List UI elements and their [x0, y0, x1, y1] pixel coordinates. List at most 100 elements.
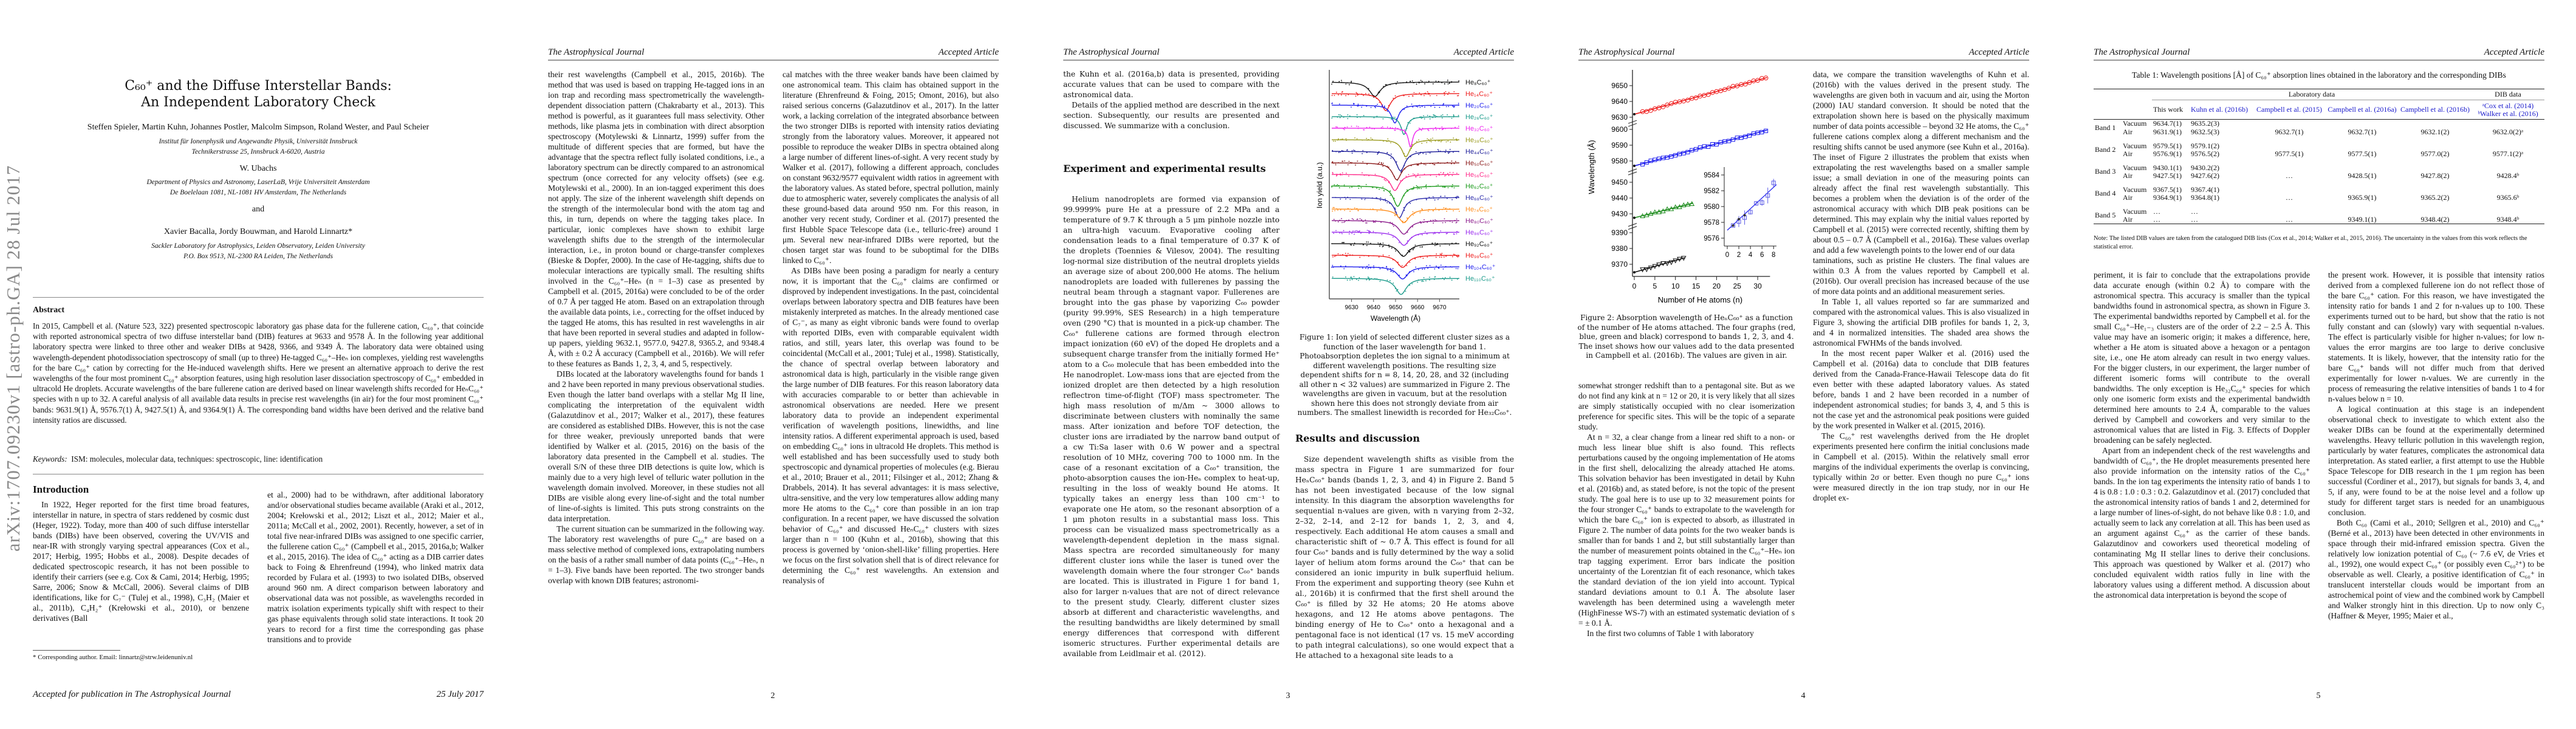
- series-data-point: [1433, 103, 1434, 104]
- series-data-point: [1439, 174, 1440, 176]
- table-header-cox-2014[interactable]: ᵃCox et al. (2014): [2482, 101, 2534, 110]
- series-data-point: [1392, 236, 1394, 238]
- data-point: [1644, 160, 1649, 165]
- series-data-point: [1429, 276, 1430, 278]
- series-data-point: [1381, 163, 1382, 164]
- series-data-point: [1352, 230, 1354, 232]
- series-data-point: [1395, 127, 1396, 129]
- y-tick-label: 9590: [1611, 141, 1628, 149]
- axis-break-mark: [1628, 223, 1637, 230]
- series-data-point: [1382, 118, 1384, 120]
- inset-data-point: [1759, 200, 1764, 205]
- series-data-point: [1343, 242, 1345, 244]
- keywords: Keywords: ISM: molecules, molecular data…: [33, 454, 323, 464]
- series-data-point: [1443, 207, 1445, 208]
- series-data-point: [1351, 80, 1352, 82]
- series-data-point: [1434, 245, 1436, 246]
- column-right: et al., 2000) had to be withdrawn, after…: [267, 490, 484, 645]
- series-data-point: [1387, 269, 1389, 271]
- figure-1-caption: Figure 1: Ion yield of selected differen…: [1297, 333, 1512, 417]
- series-data-point: [1456, 139, 1458, 140]
- paragraph: data, we compare the transition waveleng…: [1813, 70, 2029, 255]
- series-data-point: [1365, 93, 1366, 94]
- series-data-point: [1392, 259, 1394, 261]
- page-number: 2: [770, 691, 775, 700]
- page-2: The Astrophysical Journal Accepted Articl…: [515, 0, 1030, 729]
- series-data-point: [1379, 198, 1380, 200]
- series-data-point: [1442, 114, 1444, 115]
- table-header-walker-2016[interactable]: ᵇWalker et al. (2016): [2478, 109, 2538, 118]
- table-header-kuhn-2016b[interactable]: Kuhn et al. (2016b): [2191, 105, 2248, 114]
- arxiv-stamp[interactable]: arXiv:1707.09230v1 [astro-ph.GA] 28 Jul …: [2, 165, 24, 552]
- series-data-point: [1445, 222, 1446, 224]
- series-data-point: [1400, 169, 1402, 171]
- series-data-point: [1361, 106, 1363, 108]
- data-point: [1656, 209, 1662, 214]
- series-data-point: [1369, 95, 1371, 97]
- series-data-point: [1343, 185, 1345, 187]
- figure-1-ion-yield-plot: 9630 9640 9650 9660 9670 Wavelength (Å) Ion yi…: [1315, 70, 1496, 323]
- medium-label: Vacuum: [2123, 141, 2147, 150]
- series-data-point: [1337, 126, 1338, 128]
- series-data-point: [1351, 162, 1352, 164]
- table-header-campbell-2016a[interactable]: Campbell et al. (2016a): [2328, 105, 2397, 114]
- series-data-point: [1441, 129, 1443, 131]
- series-data-point: [1334, 207, 1335, 208]
- table-header-dib-refs[interactable]: ᵃCox et al. (2014) ᵇWalker et al. (2016): [2472, 100, 2544, 120]
- series-fit-curve: [1332, 104, 1459, 124]
- series-data-point: [1404, 156, 1405, 157]
- series-data-point: [1417, 281, 1419, 283]
- medium-label: Air: [2123, 214, 2132, 224]
- series-data-point: [1438, 210, 1440, 211]
- series-data-point: [1372, 231, 1374, 232]
- series-data-point: [1434, 106, 1436, 108]
- series-data-point: [1436, 95, 1437, 97]
- table-row: Band 4 Vacuum 9367.5(1) 9367.4(1): [2094, 183, 2544, 197]
- inset-campbell-point: [1738, 217, 1741, 221]
- data-point: [1705, 92, 1711, 97]
- series-data-point: [1383, 106, 1385, 108]
- series-data-point: [1383, 140, 1384, 142]
- series-data-point: [1335, 255, 1337, 256]
- data-point: [1714, 142, 1719, 147]
- series-data-point: [1380, 127, 1382, 129]
- series-data-point: [1334, 184, 1335, 186]
- series-data-point: [1447, 80, 1448, 81]
- data-point: [1652, 209, 1658, 214]
- x-tick-label: 30: [1753, 282, 1762, 290]
- series-data-point: [1435, 255, 1437, 256]
- data-point: [1677, 204, 1682, 210]
- series-data-point: [1331, 243, 1332, 245]
- fit-line: [1634, 77, 1767, 115]
- extrapolated-rest-wavelength-point: [1633, 165, 1636, 168]
- series-data-point: [1442, 117, 1443, 119]
- series-data-point: [1427, 210, 1429, 212]
- series-data-point: [1444, 218, 1445, 220]
- series-data-point: [1415, 234, 1416, 236]
- series-data-point: [1340, 139, 1342, 140]
- data-point: [1660, 104, 1666, 109]
- series-data-point: [1419, 212, 1421, 214]
- series-data-point: [1392, 268, 1394, 270]
- series-data-point: [1337, 253, 1339, 255]
- data-point: [1669, 101, 1674, 106]
- series-data-point: [1448, 82, 1450, 84]
- series-data-point: [1453, 210, 1454, 211]
- series-data-point: [1449, 208, 1451, 210]
- series-data-point: [1343, 230, 1345, 231]
- table-header-campbell-2016b[interactable]: Campbell et al. (2016b): [2400, 105, 2470, 114]
- series-data-point: [1345, 95, 1347, 97]
- series-data-point: [1412, 81, 1414, 83]
- table-cell: 9579.5(1): [2153, 141, 2182, 150]
- series-data-point: [1336, 208, 1338, 210]
- series-data-point: [1390, 153, 1392, 155]
- series-data-point: [1423, 222, 1425, 223]
- table-header-campbell-2015[interactable]: Campbell et al. (2015): [2256, 105, 2322, 114]
- series-data-point: [1433, 233, 1434, 234]
- series-data-point: [1382, 164, 1383, 165]
- series-data-point: [1443, 256, 1445, 258]
- series-data-point: [1444, 187, 1446, 188]
- series-data-point: [1373, 267, 1375, 269]
- series-data-point: [1341, 172, 1343, 174]
- series-data-point: [1336, 173, 1338, 175]
